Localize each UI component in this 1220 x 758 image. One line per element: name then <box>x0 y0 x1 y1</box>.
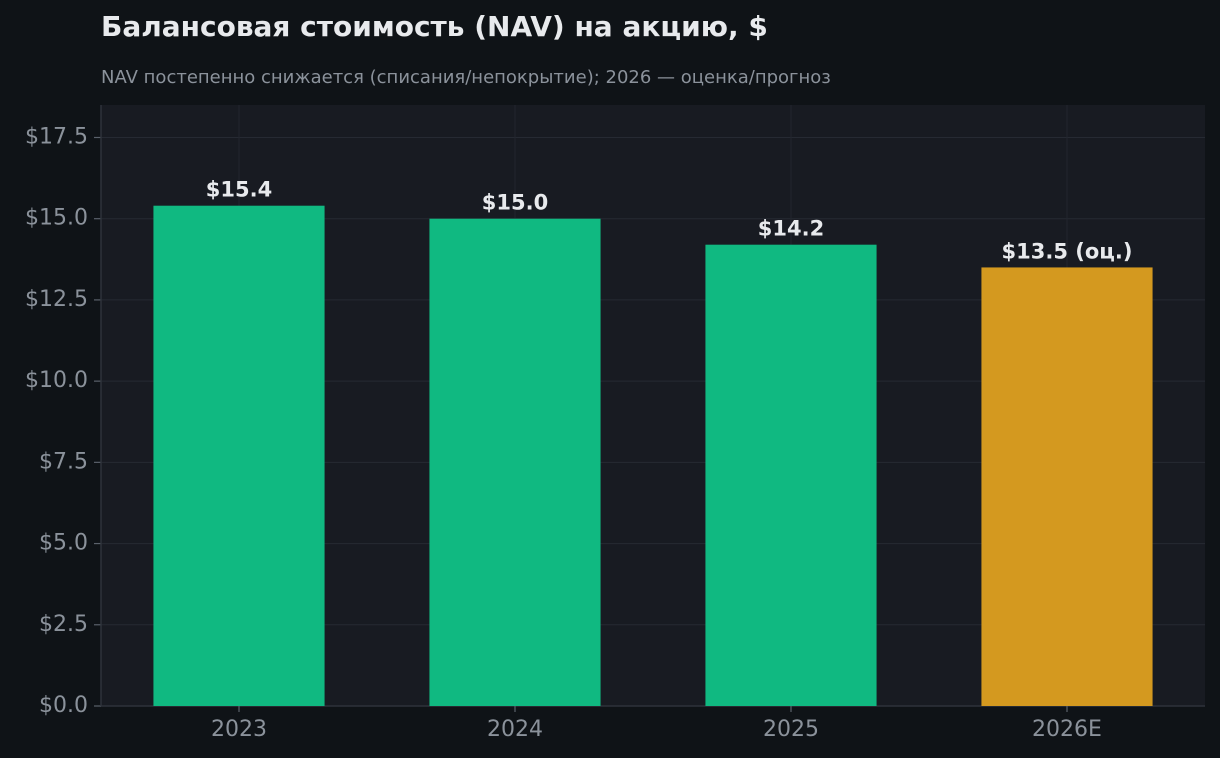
x-tick-label: 2023 <box>211 717 267 742</box>
bar <box>153 205 325 706</box>
value-label: $13.5 (оц.) <box>1002 239 1133 263</box>
bar <box>705 244 877 706</box>
y-tick-label: $15.0 <box>25 206 88 231</box>
y-tick-label: $17.5 <box>25 124 88 149</box>
bar <box>981 267 1153 706</box>
y-tick-label: $12.5 <box>25 287 88 312</box>
y-tick-label: $5.0 <box>39 531 88 556</box>
y-tick-label: $10.0 <box>25 368 88 393</box>
bar <box>429 218 601 706</box>
y-tick-label: $0.0 <box>39 693 88 718</box>
value-label: $14.2 <box>758 217 824 241</box>
y-tick-label: $2.5 <box>39 612 88 637</box>
value-label: $15.4 <box>206 178 272 202</box>
x-tick-label: 2026E <box>1032 717 1102 742</box>
y-tick-label: $7.5 <box>39 449 88 474</box>
x-tick-label: 2025 <box>763 717 819 742</box>
value-label: $15.0 <box>482 191 548 215</box>
chart-subtitle: NAV постепенно снижается (списания/непок… <box>101 67 831 88</box>
chart-title: Балансовая стоимость (NAV) на акцию, $ <box>101 10 768 43</box>
x-tick-label: 2024 <box>487 717 543 742</box>
